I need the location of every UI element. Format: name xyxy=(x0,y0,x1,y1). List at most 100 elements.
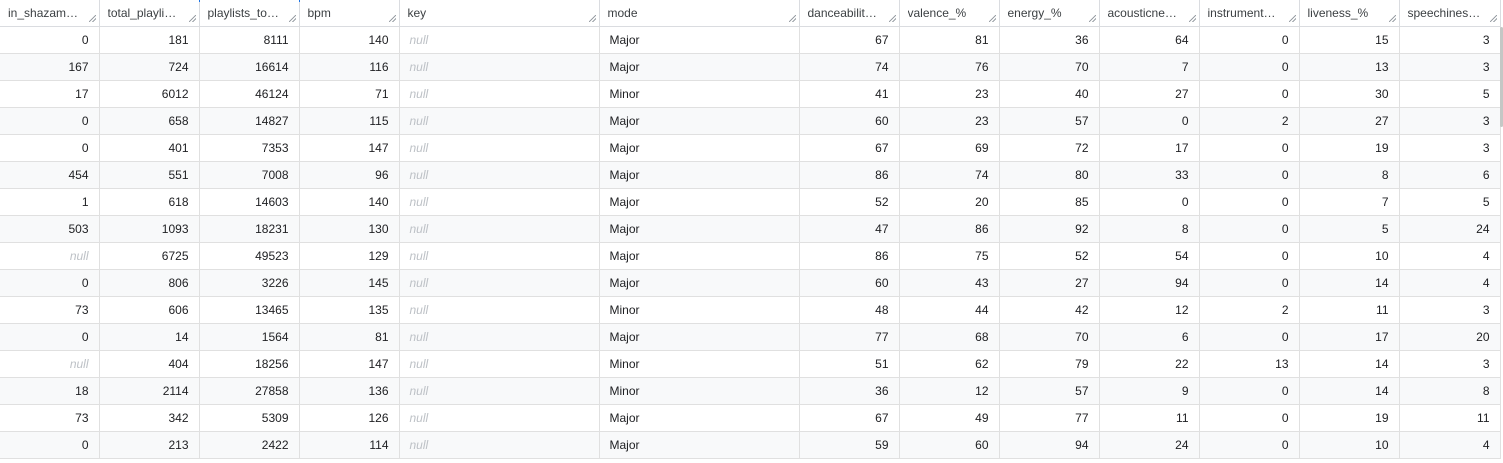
table-cell[interactable]: 0 xyxy=(0,26,100,54)
table-cell[interactable]: 0 xyxy=(1199,188,1300,216)
table-cell[interactable]: 5 xyxy=(1299,215,1400,243)
table-cell[interactable]: Major xyxy=(599,269,800,297)
table-cell[interactable]: null xyxy=(399,242,600,270)
table-cell[interactable]: 3 xyxy=(1399,26,1501,54)
table-cell[interactable]: 24 xyxy=(1099,431,1200,459)
table-cell[interactable]: 0 xyxy=(1199,53,1300,81)
table-cell[interactable]: 3 xyxy=(1399,350,1501,378)
column-header[interactable]: in_shazam_c... xyxy=(0,0,100,27)
table-cell[interactable]: 0 xyxy=(1199,161,1300,189)
table-cell[interactable]: 62 xyxy=(899,350,1000,378)
table-cell[interactable]: Major xyxy=(599,188,800,216)
table-cell[interactable]: 401 xyxy=(99,134,200,162)
table-cell[interactable]: 67 xyxy=(799,404,900,432)
table-cell[interactable]: null xyxy=(399,323,600,351)
table-cell[interactable]: 130 xyxy=(299,215,400,243)
table-cell[interactable]: 0 xyxy=(1199,404,1300,432)
table-cell[interactable]: 342 xyxy=(99,404,200,432)
column-resize-handle[interactable] xyxy=(1088,15,1096,22)
table-cell[interactable]: 7353 xyxy=(199,134,300,162)
table-cell[interactable]: 80 xyxy=(999,161,1100,189)
table-cell[interactable]: 81 xyxy=(899,26,1000,54)
table-cell[interactable]: 9 xyxy=(1099,377,1200,405)
table-cell[interactable]: 70 xyxy=(999,53,1100,81)
table-cell[interactable]: 52 xyxy=(799,188,900,216)
table-row[interactable]: 0 213 2422 114 null Major 59 60 94 24 0 10 4 xyxy=(0,431,1501,459)
table-cell[interactable]: 116 xyxy=(299,53,400,81)
table-row[interactable]: null 404 18256 147 null Minor 51 62 79 22 13 14 3 xyxy=(0,350,1501,378)
table-row[interactable]: 167 724 16614 116 null Major 74 76 70 7 0 13 3 xyxy=(0,53,1501,81)
table-cell[interactable]: Major xyxy=(599,242,800,270)
table-cell[interactable]: null xyxy=(0,242,100,270)
column-header[interactable]: acousticness... xyxy=(1099,0,1200,27)
column-resize-handle[interactable] xyxy=(1489,15,1497,22)
column-resize-handle[interactable] xyxy=(588,15,596,22)
table-cell[interactable]: 70 xyxy=(999,323,1100,351)
table-cell[interactable]: 8 xyxy=(1299,161,1400,189)
table-cell[interactable]: 181 xyxy=(99,26,200,54)
table-cell[interactable]: 19 xyxy=(1299,404,1400,432)
table-cell[interactable]: 67 xyxy=(799,26,900,54)
table-cell[interactable]: 0 xyxy=(1199,242,1300,270)
table-row[interactable]: 503 1093 18231 130 null Major 47 86 92 8 0 5 24 xyxy=(0,215,1501,243)
table-cell[interactable]: 454 xyxy=(0,161,100,189)
table-cell[interactable]: 12 xyxy=(1099,296,1200,324)
table-cell[interactable]: 0 xyxy=(1199,215,1300,243)
table-cell[interactable]: 71 xyxy=(299,80,400,108)
table-cell[interactable]: 0 xyxy=(1099,188,1200,216)
table-cell[interactable]: 86 xyxy=(899,215,1000,243)
table-cell[interactable]: 76 xyxy=(899,53,1000,81)
table-cell[interactable]: null xyxy=(399,161,600,189)
table-cell[interactable]: 6725 xyxy=(99,242,200,270)
table-cell[interactable]: 68 xyxy=(899,323,1000,351)
table-cell[interactable]: 20 xyxy=(899,188,1000,216)
table-cell[interactable]: 81 xyxy=(299,323,400,351)
table-cell[interactable]: 14827 xyxy=(199,107,300,135)
column-header[interactable]: key xyxy=(399,0,600,27)
table-cell[interactable]: 94 xyxy=(1099,269,1200,297)
table-cell[interactable]: 6 xyxy=(1399,161,1501,189)
table-cell[interactable]: 3226 xyxy=(199,269,300,297)
table-cell[interactable]: Minor xyxy=(599,80,800,108)
table-cell[interactable]: 79 xyxy=(999,350,1100,378)
table-cell[interactable]: 4 xyxy=(1399,269,1501,297)
table-cell[interactable]: 96 xyxy=(299,161,400,189)
table-cell[interactable]: 8 xyxy=(1399,377,1501,405)
table-cell[interactable]: null xyxy=(399,188,600,216)
table-cell[interactable]: 4 xyxy=(1399,431,1501,459)
table-cell[interactable]: 33 xyxy=(1099,161,1200,189)
table-cell[interactable]: 5 xyxy=(1399,80,1501,108)
table-cell[interactable]: 43 xyxy=(899,269,1000,297)
table-row[interactable]: 0 806 3226 145 null Major 60 43 27 94 0 14 4 xyxy=(0,269,1501,297)
table-cell[interactable]: 27 xyxy=(1299,107,1400,135)
table-cell[interactable]: 0 xyxy=(1199,269,1300,297)
table-row[interactable]: 0 181 8111 140 null Major 67 81 36 64 0 15 3 xyxy=(0,26,1501,54)
table-cell[interactable]: 51 xyxy=(799,350,900,378)
table-cell[interactable]: 404 xyxy=(99,350,200,378)
table-cell[interactable]: null xyxy=(399,431,600,459)
table-cell[interactable]: 52 xyxy=(999,242,1100,270)
table-cell[interactable]: 67 xyxy=(799,134,900,162)
table-cell[interactable]: 36 xyxy=(799,377,900,405)
table-cell[interactable]: 14603 xyxy=(199,188,300,216)
table-cell[interactable]: null xyxy=(399,215,600,243)
table-cell[interactable]: 0 xyxy=(0,323,100,351)
table-cell[interactable]: 6 xyxy=(1099,323,1200,351)
table-cell[interactable]: 11 xyxy=(1399,404,1501,432)
table-cell[interactable]: 17 xyxy=(0,80,100,108)
table-cell[interactable]: 0 xyxy=(1199,323,1300,351)
table-cell[interactable]: 23 xyxy=(899,80,1000,108)
table-cell[interactable]: 74 xyxy=(899,161,1000,189)
table-cell[interactable]: 14 xyxy=(1299,350,1400,378)
table-cell[interactable]: 18256 xyxy=(199,350,300,378)
table-cell[interactable]: 27 xyxy=(999,269,1100,297)
table-cell[interactable]: Major xyxy=(599,107,800,135)
table-cell[interactable]: 16614 xyxy=(199,53,300,81)
table-cell[interactable]: 46124 xyxy=(199,80,300,108)
table-cell[interactable]: null xyxy=(399,26,600,54)
table-cell[interactable]: 1 xyxy=(0,188,100,216)
table-cell[interactable]: null xyxy=(399,296,600,324)
table-cell[interactable]: null xyxy=(399,134,600,162)
table-cell[interactable]: 69 xyxy=(899,134,1000,162)
table-cell[interactable]: 48 xyxy=(799,296,900,324)
